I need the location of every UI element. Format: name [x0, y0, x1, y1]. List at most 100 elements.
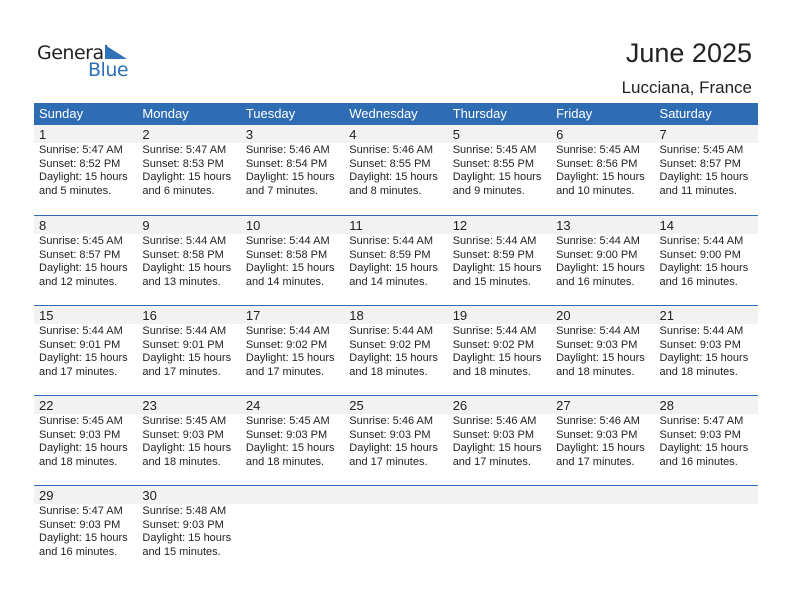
day-info: Sunrise: 5:47 AM Sunset: 9:03 PM Daylight:…	[34, 504, 137, 559]
day-number: 17	[240, 306, 345, 324]
daylight-text: and 18 minutes.	[39, 455, 118, 468]
sunrise-text: Sunrise: 5:46 AM	[349, 415, 434, 427]
day-number: 12	[447, 216, 552, 234]
day-number: 5	[447, 125, 552, 143]
daylight-text: Daylight: 15 hours	[349, 442, 438, 454]
daylight-text: and 18 minutes.	[142, 455, 221, 468]
daylight-text: Daylight: 15 hours	[245, 352, 335, 364]
day-cell: 15 Sunrise: 5:44 AM Sunset: 9:01 PM Dayligh…	[34, 306, 138, 395]
day-info: Sunrise: 5:44 AM Sunset: 9:03 PM Daylight:…	[655, 324, 758, 379]
day-info: Sunrise: 5:47 AM Sunset: 8:52 PM Daylight:…	[34, 143, 137, 198]
week-row: 22 Sunrise: 5:45 AM Sunset: 9:03 PM Dayligh…	[34, 395, 758, 485]
day-number: 2	[137, 125, 241, 143]
day-info: Sunrise: 5:45 AM Sunset: 9:03 PM Daylight:…	[137, 414, 240, 469]
daylight-text: and 10 minutes.	[556, 184, 635, 197]
day-info: Sunrise: 5:44 AM Sunset: 8:59 PM Daylight:…	[448, 234, 551, 289]
day-cell: 5 Sunrise: 5:45 AM Sunset: 8:55 PM Daylight…	[447, 125, 552, 215]
day-cell: 8 Sunrise: 5:45 AM Sunset: 8:57 PM Daylight…	[34, 216, 138, 305]
sunrise-text: Sunrise: 5:47 AM	[39, 505, 123, 517]
sunset-text: Sunset: 8:53 PM	[142, 157, 224, 170]
sunset-text: Sunset: 8:57 PM	[659, 157, 741, 170]
sunrise-text: Sunrise: 5:46 AM	[349, 144, 434, 156]
sunrise-text: Sunrise: 5:48 AM	[142, 505, 227, 517]
empty-band	[344, 486, 448, 504]
daylight-text: Daylight: 15 hours	[39, 352, 128, 364]
daylight-text: and 17 minutes.	[142, 365, 221, 378]
daylight-text: Daylight: 15 hours	[142, 171, 232, 183]
day-number: 7	[654, 125, 758, 143]
sunset-text: Sunset: 9:03 PM	[452, 428, 535, 441]
sunset-text: Sunset: 9:03 PM	[659, 428, 741, 441]
day-cell: 25 Sunrise: 5:46 AM Sunset: 9:03 PM Dayligh…	[344, 396, 448, 485]
daylight-text: Daylight: 15 hours	[452, 442, 542, 454]
week-row: 8 Sunrise: 5:45 AM Sunset: 8:57 PM Daylight…	[34, 215, 758, 305]
daylight-text: and 16 minutes.	[556, 275, 635, 288]
day-number: 10	[240, 216, 345, 234]
day-cell: 4 Sunrise: 5:46 AM Sunset: 8:55 PM Daylight…	[344, 125, 448, 215]
daylight-text: Daylight: 15 hours	[349, 352, 438, 364]
day-info: Sunrise: 5:45 AM Sunset: 9:03 PM Daylight:…	[241, 414, 344, 469]
sunset-text: Sunset: 8:59 PM	[349, 248, 431, 261]
sunrise-text: Sunrise: 5:45 AM	[39, 415, 123, 427]
weekday-sunday: Sunday	[39, 106, 84, 121]
day-number: 29	[34, 486, 138, 504]
daylight-text: and 11 minutes.	[659, 184, 737, 197]
sunrise-text: Sunrise: 5:44 AM	[556, 235, 640, 247]
daylight-text: and 13 minutes.	[142, 275, 221, 288]
day-number: 15	[34, 306, 138, 324]
sunrise-text: Sunrise: 5:44 AM	[245, 235, 330, 247]
empty-cell	[551, 486, 655, 575]
sunrise-text: Sunrise: 5:47 AM	[39, 144, 123, 156]
sunset-text: Sunset: 8:59 PM	[452, 248, 535, 261]
sunset-text: Sunset: 9:01 PM	[142, 338, 224, 351]
daylight-text: and 17 minutes.	[556, 455, 635, 468]
day-info: Sunrise: 5:44 AM Sunset: 9:02 PM Daylight:…	[448, 324, 551, 379]
daylight-text: and 16 minutes.	[39, 545, 118, 558]
sunrise-text: Sunrise: 5:45 AM	[245, 415, 330, 427]
day-info: Sunrise: 5:46 AM Sunset: 9:03 PM Daylight:…	[448, 414, 551, 469]
day-info: Sunrise: 5:44 AM Sunset: 8:59 PM Daylight:…	[344, 234, 447, 289]
day-number: 18	[344, 306, 448, 324]
sunrise-text: Sunrise: 5:47 AM	[142, 144, 227, 156]
day-info: Sunrise: 5:44 AM Sunset: 9:03 PM Daylight:…	[551, 324, 654, 379]
daylight-text: Daylight: 15 hours	[452, 262, 542, 274]
day-info: Sunrise: 5:46 AM Sunset: 9:03 PM Daylight:…	[551, 414, 654, 469]
daylight-text: Daylight: 15 hours	[556, 352, 645, 364]
daylight-text: and 18 minutes.	[659, 365, 738, 378]
sunset-text: Sunset: 9:03 PM	[142, 518, 224, 531]
weekday-tuesday: Tuesday	[245, 106, 296, 121]
weekday-wednesday: Wednesday	[349, 106, 418, 121]
daylight-text: Daylight: 15 hours	[142, 352, 232, 364]
daylight-text: Daylight: 15 hours	[39, 171, 128, 183]
day-info: Sunrise: 5:44 AM Sunset: 8:58 PM Daylight:…	[137, 234, 240, 289]
sunrise-text: Sunrise: 5:44 AM	[142, 235, 227, 247]
sunset-text: Sunset: 9:01 PM	[39, 338, 121, 351]
day-cell: 7 Sunrise: 5:45 AM Sunset: 8:57 PM Daylight…	[654, 125, 758, 215]
day-info: Sunrise: 5:45 AM Sunset: 8:57 PM Daylight:…	[655, 143, 758, 198]
week-row: 1 Sunrise: 5:47 AM Sunset: 8:52 PM Daylight…	[34, 125, 758, 215]
day-number: 25	[344, 396, 448, 414]
day-number: 6	[551, 125, 655, 143]
sunrise-text: Sunrise: 5:44 AM	[349, 325, 434, 337]
sunrise-text: Sunrise: 5:46 AM	[452, 415, 537, 427]
day-info: Sunrise: 5:44 AM Sunset: 9:01 PM Daylight:…	[34, 324, 137, 379]
sunrise-text: Sunrise: 5:44 AM	[142, 325, 227, 337]
sunset-text: Sunset: 9:03 PM	[349, 428, 431, 441]
empty-band	[654, 486, 758, 504]
day-cell: 17 Sunrise: 5:44 AM Sunset: 9:02 PM Dayligh…	[240, 306, 345, 395]
daylight-text: and 17 minutes.	[39, 365, 118, 378]
day-cell: 29 Sunrise: 5:47 AM Sunset: 9:03 PM Dayligh…	[34, 486, 138, 575]
sunset-text: Sunset: 9:03 PM	[39, 428, 121, 441]
sunrise-text: Sunrise: 5:45 AM	[39, 235, 123, 247]
empty-band	[447, 486, 552, 504]
sunset-text: Sunset: 9:03 PM	[556, 428, 638, 441]
daylight-text: and 9 minutes.	[452, 184, 525, 197]
day-number: 9	[137, 216, 241, 234]
generalblue-logo: General Blue	[37, 42, 132, 82]
sunrise-text: Sunrise: 5:44 AM	[659, 235, 744, 247]
page-title: June 2025	[625, 38, 752, 68]
daylight-text: Daylight: 15 hours	[39, 442, 128, 454]
sunrise-text: Sunrise: 5:44 AM	[39, 325, 123, 337]
logo-text-general: General	[37, 42, 109, 64]
sunset-text: Sunset: 9:00 PM	[556, 248, 638, 261]
